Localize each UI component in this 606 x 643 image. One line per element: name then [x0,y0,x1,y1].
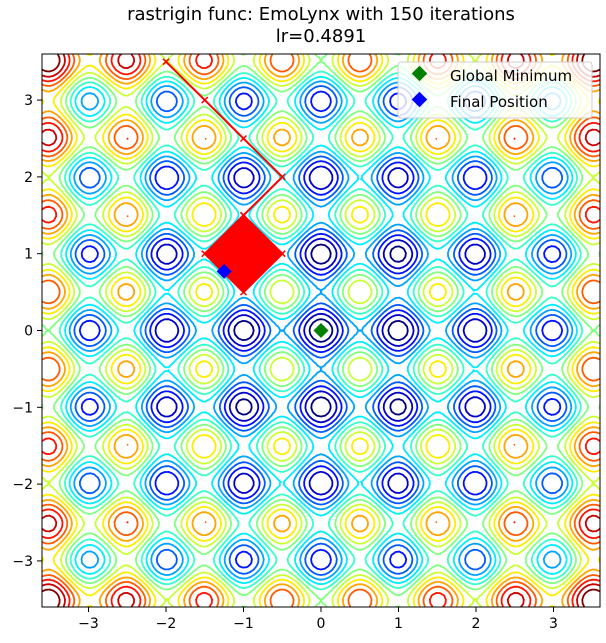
y-tick-label-1: −2 [12,477,33,493]
x-tick-label-4: 1 [394,616,403,632]
x-tick-label-1: −2 [156,616,177,632]
contour-level-4 [73,85,569,576]
marker-layer [216,263,329,338]
y-tick-label-6: 3 [24,93,33,109]
axis-layer: −3 −2 −1 0 1 2 3 −3 −2 −1 0 1 2 3 [12,93,558,632]
path-point-marker-0 [162,58,170,66]
path-point-marker-8 [239,211,248,219]
path-point-marker-1 [201,96,209,104]
contour-level-7 [58,70,584,591]
contour-level-2 [154,165,488,496]
path-point-marker-2 [239,134,248,143]
chart-subtitle: lr=0.4891 [276,26,366,47]
y-tick-label-2: −1 [12,400,33,416]
path-point-marker-6 [239,288,248,296]
x-tick-label-5: 2 [472,616,481,632]
global-minimum-marker [313,323,329,338]
legend-box [397,61,593,119]
x-tick-label-2: −1 [233,616,254,632]
legend-final-position-label: Final Position [450,93,548,111]
chart-title: rastrigin func: EmoLynx with 150 iterati… [127,4,515,25]
x-tick-label-0: −3 [78,616,99,632]
legend-global-minimum-label: Global Minimum [450,67,572,85]
contour-level-11 [42,54,600,607]
contour-level-6 [64,75,578,586]
x-tick-label-3: 0 [317,616,326,632]
y-tick-label-0: −3 [12,554,33,570]
path-point-marker-7 [278,250,286,258]
legend: Global Minimum Final Position [397,61,593,119]
path-point-marker-5 [201,250,209,258]
y-tick-label-4: 1 [24,247,33,263]
x-tick-label-6: 3 [549,616,558,632]
path-point-marker-3 [278,173,286,181]
contour-level-3 [78,90,564,571]
y-tick-label-3: 0 [24,324,33,340]
final-position-marker [216,263,232,279]
y-tick-label-5: 2 [24,170,33,186]
